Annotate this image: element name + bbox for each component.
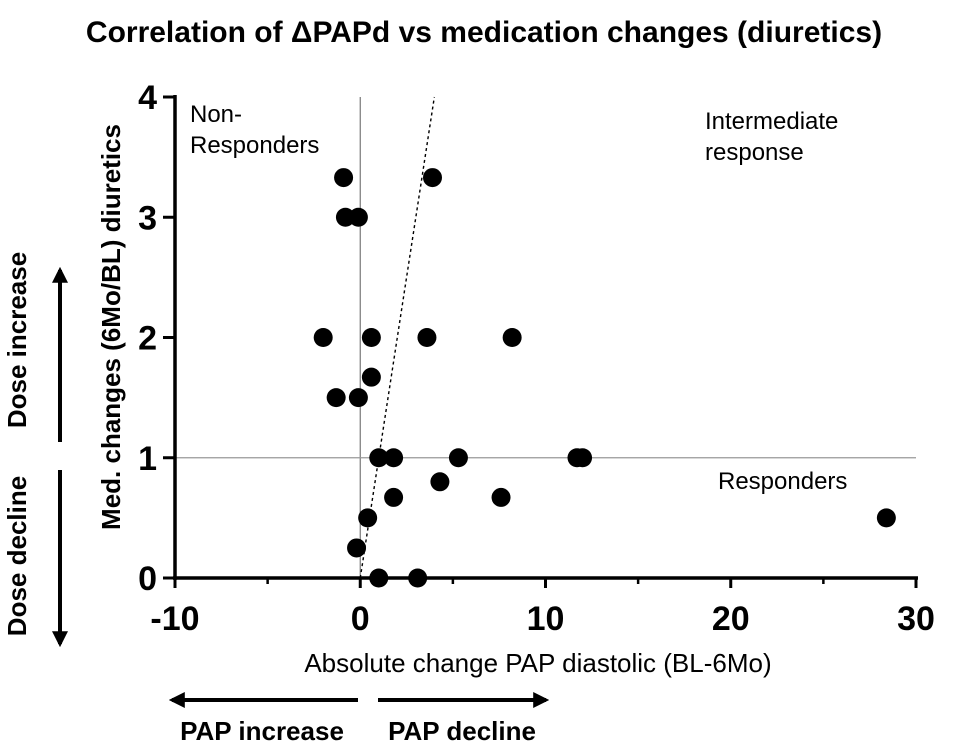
data-point bbox=[313, 328, 333, 347]
data-point bbox=[384, 487, 404, 507]
data-point bbox=[502, 328, 522, 347]
annotation-responders: Responders bbox=[718, 468, 847, 495]
dose-decline-label: Dose decline bbox=[2, 476, 32, 636]
data-point bbox=[491, 487, 511, 507]
axes bbox=[173, 95, 918, 580]
data-point bbox=[348, 388, 368, 408]
y-tick-label: 3 bbox=[138, 199, 157, 237]
x-tick-label: 10 bbox=[527, 600, 565, 638]
annotation-non-responders-line1: Non- bbox=[190, 101, 242, 128]
data-point bbox=[334, 168, 354, 188]
pap-increase-label: PAP increase bbox=[180, 716, 344, 746]
data-point bbox=[358, 508, 378, 528]
x-tick-label: 30 bbox=[897, 600, 935, 638]
y-tick-label: 1 bbox=[138, 440, 157, 478]
data-point bbox=[384, 448, 404, 468]
data-point bbox=[361, 328, 381, 347]
reference-lines bbox=[175, 96, 916, 579]
x-tick-label: -10 bbox=[150, 600, 199, 638]
x-tick-labels: -10 0 10 20 30 bbox=[150, 578, 935, 638]
annotation-intermediate-line2: response bbox=[705, 139, 804, 166]
x-axis-label: Absolute change PAP diastolic (BL-6Mo) bbox=[304, 648, 771, 678]
data-point bbox=[876, 508, 896, 528]
y-tick-label: 0 bbox=[138, 560, 157, 598]
x-tick-label: 20 bbox=[712, 600, 750, 638]
data-point bbox=[448, 448, 468, 468]
y-axis-label: Med. changes (6Mo/BL) diuretics bbox=[96, 124, 126, 530]
data-point bbox=[422, 168, 442, 188]
y-tick-label: 2 bbox=[138, 320, 157, 358]
data-point bbox=[326, 388, 346, 408]
y-tick-label: 4 bbox=[138, 79, 157, 117]
data-point bbox=[347, 538, 367, 558]
dose-increase-label: Dose increase bbox=[2, 252, 32, 428]
data-point bbox=[408, 568, 428, 588]
annotation-intermediate-line1: Intermediate bbox=[705, 108, 838, 135]
annotation-non-responders-line2: Responders bbox=[190, 132, 319, 159]
data-point bbox=[348, 207, 368, 227]
data-point bbox=[369, 448, 389, 468]
data-point bbox=[417, 328, 437, 347]
data-points bbox=[313, 168, 896, 588]
data-point bbox=[361, 367, 381, 387]
y-tick-labels: 0 1 2 3 4 bbox=[138, 79, 175, 598]
data-point bbox=[369, 568, 389, 588]
x-tick-label: 0 bbox=[351, 600, 370, 638]
data-point bbox=[573, 448, 593, 468]
data-point bbox=[430, 472, 450, 492]
pap-decline-label: PAP decline bbox=[388, 716, 536, 746]
chart-title: Correlation of ΔPAPd vs medication chang… bbox=[86, 16, 882, 49]
